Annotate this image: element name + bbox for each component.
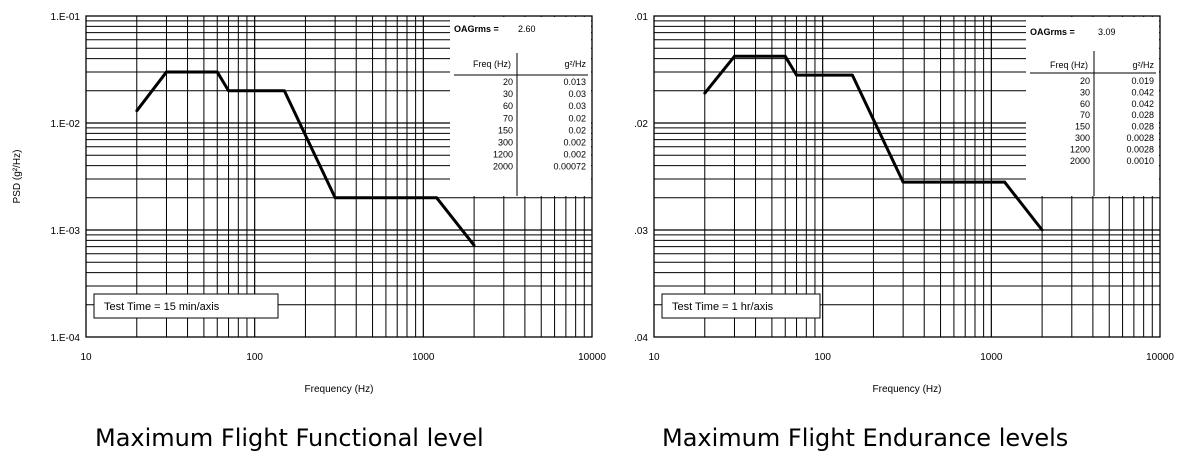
chart2-data-point bbox=[783, 54, 787, 58]
chart2-table-cell-freq: 70 bbox=[1080, 110, 1090, 120]
chart2-x-tick-label: 10000 bbox=[1146, 352, 1174, 363]
chart2-y-tick-label: .04 bbox=[634, 333, 648, 344]
chart1-table-cell-psd: 0.03 bbox=[568, 89, 586, 99]
chart2-data-point bbox=[733, 54, 736, 58]
chart2-data-point bbox=[850, 73, 854, 77]
chart2-rms-value: 3.09 bbox=[1098, 27, 1116, 37]
chart1-table-cell-psd: 0.03 bbox=[568, 101, 586, 111]
chart1-rms-label: OAGrms = bbox=[454, 24, 499, 34]
chart2-y-tick-label: .02 bbox=[634, 119, 648, 130]
chart1-table-cell-freq: 300 bbox=[498, 138, 513, 148]
chart1-data-point bbox=[227, 89, 230, 93]
chart1-data-point bbox=[165, 70, 168, 74]
chart2-table-cell-psd: 0.042 bbox=[1131, 99, 1154, 109]
chart2-table-header-psd: g²/Hz bbox=[1132, 60, 1154, 70]
chart1-plot-frame bbox=[85, 15, 593, 338]
chart1-data-point bbox=[472, 243, 476, 247]
chart1-table-cell-freq: 2000 bbox=[493, 162, 513, 172]
chart1-table-cell-freq: 150 bbox=[498, 125, 513, 135]
chart2-data-point bbox=[901, 180, 905, 184]
chart2-series-line bbox=[703, 54, 1044, 231]
chart2-table-cell-psd: 0.019 bbox=[1131, 76, 1154, 86]
chart1-y-axis-label: PSD (g²/Hz) bbox=[12, 150, 23, 204]
chart2-annotation-box bbox=[661, 293, 821, 319]
chart1-annotation-box bbox=[93, 293, 279, 319]
chart1-table-header-freq: Freq (Hz) bbox=[473, 59, 511, 69]
chart1-table-cell-psd: 0.002 bbox=[563, 150, 586, 160]
chart2-table-bg bbox=[1026, 17, 1159, 196]
chart1-table-header-psd: g²/Hz bbox=[564, 59, 586, 69]
chart2-data-point bbox=[1003, 180, 1007, 184]
chart2-plot-frame bbox=[653, 15, 1161, 338]
chart1-table-cell-psd: 0.013 bbox=[563, 77, 586, 87]
chart1-table-cell-freq: 30 bbox=[503, 89, 513, 99]
chart2-table-cell-freq: 20 bbox=[1080, 76, 1090, 86]
chart2-table-cell-freq: 2000 bbox=[1070, 156, 1090, 166]
chart2-table-cell-freq: 150 bbox=[1075, 122, 1090, 132]
chart1-table-cell-psd: 0.00072 bbox=[553, 162, 586, 172]
chart2-table-header-freq: Freq (Hz) bbox=[1050, 60, 1088, 70]
chart2-table-cell-freq: 300 bbox=[1075, 133, 1090, 143]
chart-caption-functional: Maximum Flight Functional level bbox=[95, 424, 484, 452]
chart1-series-line bbox=[135, 70, 476, 247]
chart1-rms-value: 2.60 bbox=[518, 24, 536, 34]
chart2-table-cell-freq: 60 bbox=[1080, 99, 1090, 109]
chart1-y-tick-label: 1.E-02 bbox=[51, 119, 81, 130]
chart2-x-tick-label: 10 bbox=[648, 352, 660, 363]
chart2-annotation-text: Test Time = 1 hr/axis bbox=[672, 301, 774, 313]
chart2-data-point bbox=[703, 91, 707, 95]
chart2-y-tick-label: .01 bbox=[634, 12, 648, 23]
chart1-table-cell-freq: 70 bbox=[503, 113, 513, 123]
chart1-table-cell-freq: 1200 bbox=[493, 150, 513, 160]
chart2-table-cell-psd: 0.0010 bbox=[1126, 156, 1154, 166]
chart2-data-point bbox=[795, 73, 798, 77]
chart1-data-point bbox=[333, 196, 337, 200]
chart1-x-tick-label: 100 bbox=[246, 352, 263, 363]
chart2-table-cell-psd: 0.028 bbox=[1131, 122, 1154, 132]
chart1-x-tick-label: 1000 bbox=[412, 352, 435, 363]
chart1-data-point bbox=[282, 89, 286, 93]
chart2-x-tick-label: 100 bbox=[814, 352, 831, 363]
chart1-x-tick-label: 10 bbox=[80, 352, 92, 363]
chart1-table-cell-freq: 20 bbox=[503, 77, 513, 87]
chart1-y-tick-label: 1.E-01 bbox=[51, 12, 81, 23]
chart2-table-cell-psd: 0.0028 bbox=[1126, 144, 1154, 154]
chart2-table-cell-psd: 0.0028 bbox=[1126, 133, 1154, 143]
chart2-rms-label: OAGrms = bbox=[1030, 27, 1075, 37]
chart1-y-tick-label: 1.E-03 bbox=[51, 226, 81, 237]
chart2-x-tick-label: 1000 bbox=[980, 352, 1003, 363]
chart1-x-tick-label: 10000 bbox=[578, 352, 606, 363]
chart2-table-cell-freq: 30 bbox=[1080, 87, 1090, 97]
chart1-table-cell-freq: 60 bbox=[503, 101, 513, 111]
chart2-data-point bbox=[1040, 228, 1044, 232]
chart2-x-axis-label: Frequency (Hz) bbox=[873, 384, 942, 395]
chart1-annotation-text: Test Time = 15 min/axis bbox=[104, 301, 220, 313]
chart1-x-axis-label: Frequency (Hz) bbox=[305, 384, 374, 395]
chart1-table-cell-psd: 0.002 bbox=[563, 138, 586, 148]
chart1-data-point bbox=[435, 196, 439, 200]
chart1-data-point bbox=[215, 70, 219, 74]
chart1-data-point bbox=[135, 109, 139, 113]
chart1-y-tick-label: 1.E-04 bbox=[51, 333, 81, 344]
chart1-table-cell-psd: 0.02 bbox=[568, 113, 586, 123]
chart2-table-cell-psd: 0.042 bbox=[1131, 87, 1154, 97]
chart2-table-cell-psd: 0.028 bbox=[1131, 110, 1154, 120]
chart-caption-endurance: Maximum Flight Endurance levels bbox=[662, 424, 1069, 452]
chart2-table-cell-freq: 1200 bbox=[1070, 144, 1090, 154]
chart1-table-cell-psd: 0.02 bbox=[568, 125, 586, 135]
chart1-table-bg bbox=[450, 17, 591, 196]
chart2-y-tick-label: .03 bbox=[634, 226, 648, 237]
